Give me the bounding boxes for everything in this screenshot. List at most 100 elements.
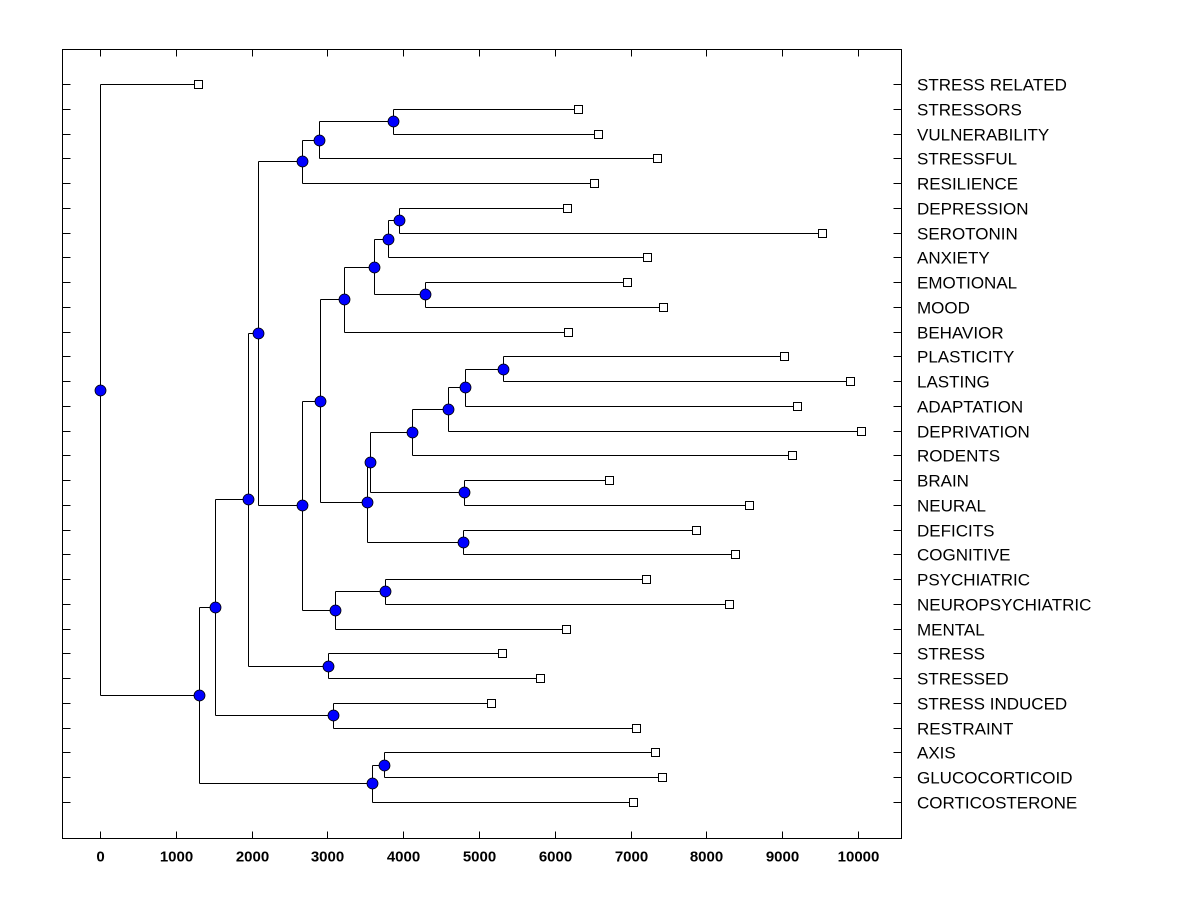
internal-node-markers [94, 115, 510, 790]
internal-node-marker [296, 499, 309, 512]
internal-node-marker [387, 115, 400, 128]
x-tick-label: 5000 [463, 849, 496, 866]
internal-node-marker [314, 395, 327, 408]
leaf-marker [793, 402, 802, 411]
leaf-label: NEUROPSYCHIATRIC [917, 596, 1091, 615]
leaf-marker [629, 798, 638, 807]
internal-node-marker [393, 214, 406, 227]
leaf-label: RESILIENCE [917, 175, 1018, 194]
internal-node-marker [242, 493, 255, 506]
internal-node-marker [364, 456, 377, 469]
internal-node-marker [329, 604, 342, 617]
internal-node-marker [459, 381, 472, 394]
leaf-marker [642, 575, 651, 584]
x-tick-label: 1000 [160, 849, 193, 866]
x-tick-label: 6000 [539, 849, 572, 866]
leaf-marker [498, 649, 507, 658]
internal-node-marker [296, 155, 309, 168]
leaf-marker [594, 130, 603, 139]
internal-node-marker [327, 709, 340, 722]
leaf-label: ANXIETY [917, 249, 990, 268]
leaf-marker [563, 204, 572, 213]
leaf-label: GLUCOCORTICOID [917, 769, 1073, 788]
leaf-marker [780, 352, 789, 361]
x-tick-labels: 0 1000 2000 3000 4000 5000 6000 7000 8000 9000 100… [96, 849, 879, 866]
leaf-marker [659, 303, 668, 312]
leaf-label: SEROTONIN [917, 225, 1018, 244]
leaf-label: DEPRESSION [917, 200, 1028, 219]
leaf-marker [846, 377, 855, 386]
leaf-label: MOOD [917, 299, 970, 318]
internal-node-marker [442, 403, 455, 416]
leaf-marker [605, 476, 614, 485]
leaf-label: VULNERABILITY [917, 126, 1049, 145]
internal-node-marker [361, 496, 374, 509]
leaf-marker [857, 427, 866, 436]
internal-node-marker [94, 384, 107, 397]
leaf-label: DEFICITS [917, 522, 994, 541]
internal-node-marker [497, 363, 510, 376]
leaf-marker [788, 451, 797, 460]
leaf-marker [818, 229, 827, 238]
leaf-label: STRESSFUL [917, 150, 1017, 169]
leaf-label: STRESS RELATED [917, 76, 1067, 95]
leaf-label: STRESS INDUCED [917, 695, 1067, 714]
leaf-marker [692, 526, 701, 535]
x-tick-label: 7000 [615, 849, 648, 866]
leaf-marker [564, 328, 573, 337]
dendrogram-links [100, 84, 863, 803]
leaf-label: PSYCHIATRIC [917, 571, 1030, 590]
leaf-marker [658, 773, 667, 782]
internal-node-marker [193, 689, 206, 702]
leaf-marker [487, 699, 496, 708]
leaf-label: PLASTICITY [917, 348, 1014, 367]
x-tick-label: 2000 [236, 849, 269, 866]
leaf-label: STRESS [917, 645, 985, 664]
leaf-label: COGNITIVE [917, 546, 1011, 565]
leaf-marker [725, 600, 734, 609]
x-tick-label: 3000 [311, 849, 344, 866]
leaf-label: STRESSORS [917, 101, 1022, 120]
internal-node-marker [378, 759, 391, 772]
leaf-label: STRESSED [917, 670, 1009, 689]
x-tick-label: 4000 [387, 849, 420, 866]
internal-node-marker [252, 327, 265, 340]
leaf-label: EMOTIONAL [917, 274, 1017, 293]
leaf-label: NEURAL [917, 497, 986, 516]
x-tick-label: 0 [96, 849, 104, 866]
leaf-marker [574, 105, 583, 114]
leaf-label: AXIS [917, 744, 956, 763]
leaf-label: BEHAVIOR [917, 324, 1004, 343]
leaf-marker [643, 253, 652, 262]
leaf-marker [632, 724, 641, 733]
leaf-label: DEPRIVATION [917, 423, 1030, 442]
internal-node-marker [406, 426, 419, 439]
leaf-marker [653, 154, 662, 163]
plot-frame [62, 49, 902, 839]
internal-node-marker [313, 134, 326, 147]
internal-node-marker [419, 288, 432, 301]
leaf-label: RODENTS [917, 447, 1000, 466]
leaf-label: BRAIN [917, 472, 969, 491]
leaf-marker [651, 748, 660, 757]
leaf-labels: STRESS RELATED STRESSORS VULNERABILITY STRE… [917, 76, 1091, 813]
leaf-marker [731, 550, 740, 559]
leaf-marker [623, 278, 632, 287]
internal-node-marker [458, 486, 471, 499]
leaf-label: CORTICOSTERONE [917, 794, 1077, 813]
internal-node-marker [322, 660, 335, 673]
x-tick-label: 10000 [838, 849, 880, 866]
internal-node-marker [457, 536, 470, 549]
leaf-label: LASTING [917, 373, 990, 392]
internal-node-marker [382, 233, 395, 246]
leaf-marker [745, 501, 754, 510]
internal-node-marker [368, 261, 381, 274]
x-tick-label: 9000 [766, 849, 799, 866]
internal-node-marker [379, 585, 392, 598]
internal-node-marker [338, 293, 351, 306]
leaf-marker [562, 625, 571, 634]
axis-ticks [62, 49, 902, 839]
leaf-markers [194, 80, 866, 807]
leaf-label: ADAPTATION [917, 398, 1023, 417]
